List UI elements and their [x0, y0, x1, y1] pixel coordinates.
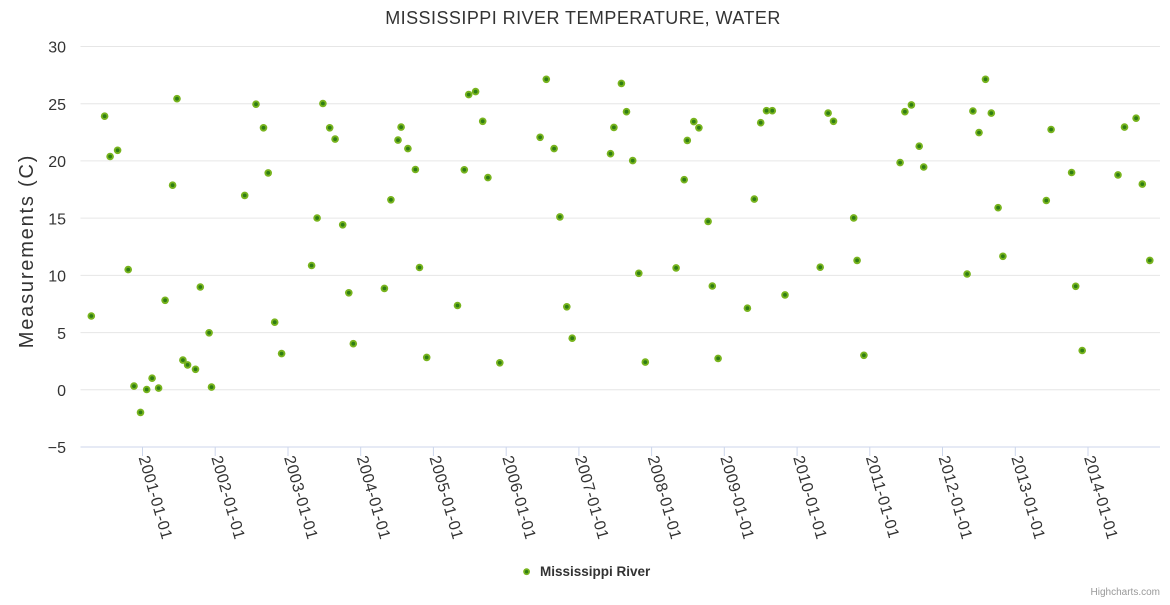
- svg-text:15: 15: [48, 211, 66, 228]
- svg-text:Mississippi River: Mississippi River: [540, 564, 651, 579]
- svg-text:10: 10: [48, 269, 66, 286]
- svg-text:20: 20: [48, 154, 66, 171]
- svg-text:30: 30: [48, 40, 66, 57]
- svg-text:25: 25: [48, 97, 66, 114]
- svg-text:0: 0: [57, 383, 66, 400]
- svg-text:−5: −5: [48, 440, 66, 457]
- svg-text:Measurements (C): Measurements (C): [16, 154, 38, 348]
- svg-text:Highcharts.com: Highcharts.com: [1091, 587, 1160, 598]
- svg-text:5: 5: [57, 326, 66, 343]
- svg-text:MISSISSIPPI RIVER TEMPERATURE,: MISSISSIPPI RIVER TEMPERATURE, WATER: [385, 8, 781, 28]
